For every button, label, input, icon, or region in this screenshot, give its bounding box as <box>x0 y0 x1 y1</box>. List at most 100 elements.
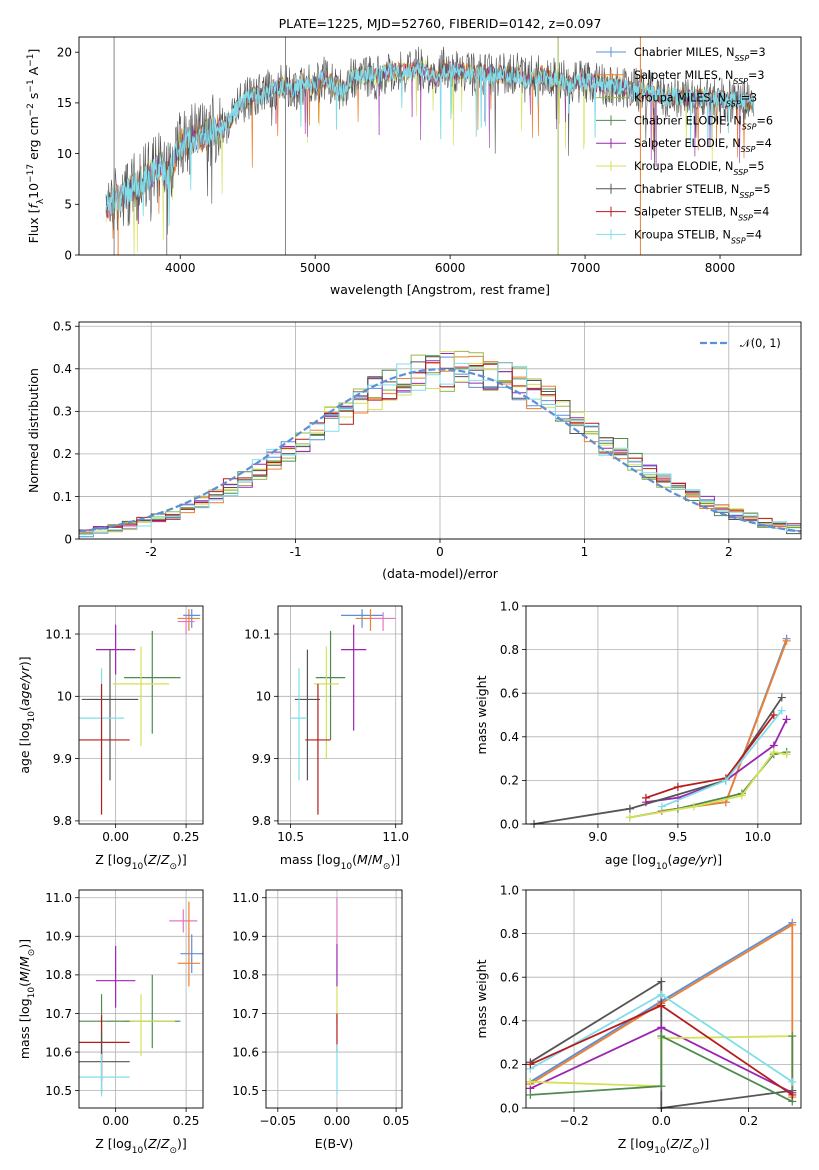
y-tick-label: 0.4 <box>500 730 519 744</box>
x-tick-label: 0.00 <box>102 830 129 844</box>
legend-label: Chabrier ELODIE, NSSP=6 <box>634 114 773 130</box>
y-tick-label: 0.8 <box>500 927 519 941</box>
x-tick-label: 11.0 <box>382 830 409 844</box>
series-marker <box>657 1023 666 1032</box>
data-point <box>341 624 367 731</box>
spectrum-line <box>105 59 755 227</box>
data-point <box>79 683 130 815</box>
age-vs-metallicity-axes: 0.00 0.25 9.8 9.9 10 10.1 <box>45 605 204 844</box>
x-tick-label: 0.25 <box>173 1114 200 1128</box>
y-tick-label: 1.0 <box>500 599 519 613</box>
series-marker <box>689 802 698 811</box>
y-tick-label: 0.5 <box>53 320 72 334</box>
y-axis-label: Normed distribution <box>26 368 41 493</box>
y-tick-label: 0.2 <box>500 1058 519 1072</box>
x-tick-label: -2 <box>145 545 157 559</box>
normal-curve <box>79 368 801 533</box>
data-point <box>81 649 139 781</box>
data-point <box>355 609 386 631</box>
y-tick-label: 20 <box>57 46 72 60</box>
y-tick-label: 0.2 <box>500 774 519 788</box>
y-tick-label: 10 <box>57 690 72 704</box>
x-tick-label: -1 <box>290 545 302 559</box>
y-tick-label: 15 <box>57 96 72 110</box>
axes-frame <box>78 321 802 540</box>
y-tick-label: 10.1 <box>244 627 271 641</box>
x-tick-label: 9.0 <box>588 830 607 844</box>
plot-area <box>79 609 201 815</box>
axes-frame <box>525 605 802 825</box>
legend-label: Salpeter STELIB, NSSP=4 <box>634 206 769 223</box>
y-tick-label: 0.2 <box>53 447 72 461</box>
series-marker <box>777 706 786 715</box>
series-marker <box>657 990 666 999</box>
series <box>526 1001 797 1099</box>
x-tick-label: 10.0 <box>744 830 771 844</box>
x-tick-label: 0.25 <box>173 830 200 844</box>
x-tick-label: 0.00 <box>324 1114 351 1128</box>
series-marker <box>526 1060 535 1069</box>
x-tick-label: 0.0 <box>652 1114 671 1128</box>
legend-label: Chabrier STELIB, NSSP=5 <box>634 183 771 200</box>
gridlines <box>266 890 402 1108</box>
x-tick-label: 7000 <box>570 261 601 275</box>
y-tick-label: 10.8 <box>232 968 259 982</box>
ticks: 10.5 11.0 9.8 9.9 10 10.1 <box>244 627 409 844</box>
legend-label: Salpeter ELODIE, NSSP=4 <box>634 137 772 154</box>
y-tick-label: 10.1 <box>45 627 72 641</box>
series-marker <box>625 813 634 822</box>
y-tick-label: 9.9 <box>252 752 271 766</box>
axes-frame <box>78 36 802 256</box>
y-tick-label: 10 <box>256 690 271 704</box>
plot-area <box>105 37 755 255</box>
y-tick-label: 10.5 <box>232 1084 259 1098</box>
data-point <box>315 630 346 740</box>
y-tick-label: 0.4 <box>500 1014 519 1028</box>
y-tick-label: 0.1 <box>53 490 72 504</box>
legend: Chabrier MILES, NSSP=3 Salpeter MILES, NS… <box>596 46 773 245</box>
histogram-axes: -2 -1 0 1 2 0 0.1 0.2 0.3 0.4 0.5 <box>53 320 802 559</box>
x-tick-label: 8000 <box>705 261 736 275</box>
y-tick-label: 11.0 <box>232 891 259 905</box>
x-axis-label: Z [log10(Z/Z⊙)] <box>618 1136 710 1156</box>
y-tick-label: 10.6 <box>232 1045 259 1059</box>
series-marker <box>641 793 650 802</box>
series <box>529 693 786 828</box>
spectrum-line <box>105 46 755 235</box>
legend-label: Kroupa STELIB, NSSP=4 <box>634 228 762 245</box>
ticks: 9.0 9.5 10.0 0.0 0.2 0.4 0.6 0.8 1.0 <box>500 599 771 844</box>
series-marker <box>657 977 666 986</box>
chart-title: PLATE=1225, MJD=52760, FIBERID=0142, z=0… <box>279 16 602 31</box>
x-tick-label: 4000 <box>165 261 196 275</box>
y-tick-label: 0.0 <box>500 817 519 831</box>
y-tick-label: 10.8 <box>45 968 72 982</box>
x-tick-label: −0.05 <box>259 1114 296 1128</box>
mass-vs-extinction-axes: −0.05 0.00 0.05 10.5 10.6 10.7 10.8 10.9 11.0 <box>232 889 410 1128</box>
data-point <box>107 994 175 1056</box>
y-tick-label: 10.9 <box>232 930 259 944</box>
y-tick-label: 10.7 <box>45 1007 72 1021</box>
series-line <box>533 697 783 825</box>
ticks: -2 -1 0 1 2 0 0.1 0.2 0.3 0.4 0.5 <box>53 320 733 559</box>
series-marker <box>788 1077 797 1086</box>
x-tick-label: 5000 <box>300 261 331 275</box>
x-axis-label: mass [log10(M/M⊙)] <box>280 852 400 872</box>
y-tick-label: 0.8 <box>500 643 519 657</box>
x-axis-label: age [log10(age/yr)] <box>605 852 722 872</box>
y-axis-label: Flux [fλ10−17 erg cm−2 s−1 A−1] <box>26 49 46 244</box>
x-tick-label: 2 <box>725 545 733 559</box>
plot-area <box>79 901 203 1097</box>
legend-label: Chabrier MILES, NSSP=3 <box>634 46 766 63</box>
y-tick-label: 0.0 <box>500 1101 519 1115</box>
series-marker <box>777 693 786 702</box>
age-vs-mass-axes: 10.5 11.0 9.8 9.9 10 10.1 <box>244 605 409 844</box>
y-tick-label: 9.8 <box>252 814 271 828</box>
data-point <box>95 624 136 675</box>
x-tick-label: 10.5 <box>277 830 304 844</box>
axes-frame <box>277 605 403 825</box>
x-tick-label: 0.05 <box>383 1114 410 1128</box>
y-axis-label: mass weight <box>474 959 489 1038</box>
mass-vs-metallicity-axes: 0.00 0.25 10.5 10.6 10.7 10.8 10.9 11.0 <box>45 889 204 1128</box>
series-marker <box>782 750 791 759</box>
x-tick-label: 1 <box>581 545 589 559</box>
